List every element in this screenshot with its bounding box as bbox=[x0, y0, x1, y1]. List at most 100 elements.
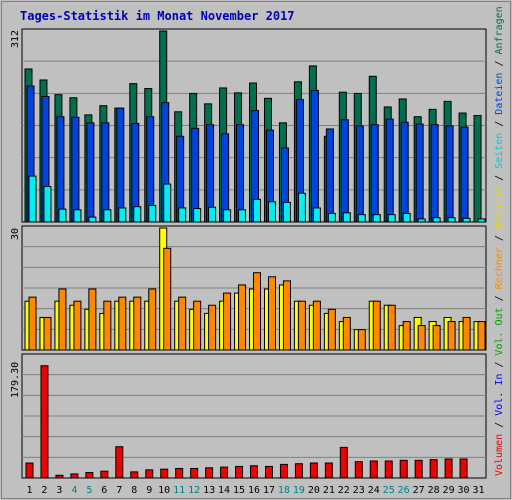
x-tick-label: 17 bbox=[263, 485, 275, 496]
bar-volumen bbox=[100, 470, 109, 479]
x-tick-label: 6 bbox=[101, 485, 107, 496]
legend-volumen: Volumen bbox=[494, 434, 505, 476]
x-tick-label: 31 bbox=[472, 485, 484, 496]
x-tick-label: 9 bbox=[146, 485, 152, 496]
bar-rechner bbox=[133, 296, 142, 351]
bar-rechner bbox=[417, 325, 426, 351]
bar-dateien bbox=[370, 124, 379, 223]
bar-seiten bbox=[312, 207, 321, 223]
x-tick-label: 16 bbox=[248, 485, 260, 496]
bar-rechner bbox=[282, 280, 291, 351]
bar-rechner bbox=[432, 325, 441, 351]
legend-besuche: Besuche bbox=[494, 187, 505, 229]
legend-sep: / bbox=[494, 54, 505, 72]
legend-seiten: Seiten bbox=[494, 133, 505, 169]
bar-seiten bbox=[402, 212, 411, 223]
bar-rechner bbox=[223, 292, 232, 351]
bar-volumen bbox=[294, 463, 303, 479]
bar-volumen bbox=[40, 365, 49, 479]
x-tick-label: 12 bbox=[188, 485, 200, 496]
bar-rechner bbox=[372, 300, 381, 351]
bar-seiten bbox=[88, 216, 97, 223]
bar-seiten bbox=[148, 204, 157, 223]
bar-seiten bbox=[327, 212, 336, 223]
bar-seiten bbox=[357, 214, 366, 223]
bar-rechner bbox=[88, 288, 97, 351]
bar-dateien bbox=[325, 128, 334, 223]
bar-dateien bbox=[340, 119, 349, 223]
bar-volumen bbox=[130, 471, 139, 479]
bar-seiten bbox=[118, 207, 127, 223]
bar-volumen bbox=[384, 460, 393, 479]
bar-volumen bbox=[175, 467, 184, 479]
x-tick-label: 20 bbox=[308, 485, 320, 496]
bar-volumen bbox=[190, 467, 199, 479]
legend-vol-in: Vol. In bbox=[494, 374, 505, 416]
bar-dateien bbox=[116, 107, 125, 223]
bar-dateien bbox=[415, 123, 424, 223]
bar-volumen bbox=[429, 459, 438, 479]
bar-rechner bbox=[118, 296, 127, 351]
x-tick-label: 2 bbox=[41, 485, 47, 496]
bar-seiten bbox=[73, 209, 82, 223]
legend-sep: / bbox=[494, 289, 505, 307]
x-tick-label: 13 bbox=[203, 485, 215, 496]
legend-dateien: Dateien bbox=[494, 73, 505, 115]
x-tick-label: 27 bbox=[413, 485, 425, 496]
bar-rechner bbox=[402, 321, 411, 351]
bar-seiten bbox=[28, 175, 37, 223]
bar-rechner bbox=[43, 316, 52, 351]
bar-rechner bbox=[462, 316, 471, 351]
y-max-label-panel1: 312 bbox=[10, 30, 21, 48]
bar-rechner bbox=[103, 300, 112, 351]
bar-seiten bbox=[43, 185, 52, 223]
legend-sep: / bbox=[494, 416, 505, 434]
bar-rechner bbox=[58, 288, 67, 351]
bar-seiten bbox=[267, 201, 276, 223]
bar-rechner bbox=[253, 272, 262, 351]
legend-vol-out: Vol. Out bbox=[494, 307, 505, 355]
bar-volumen bbox=[279, 463, 288, 479]
bar-rechner bbox=[342, 316, 351, 351]
bar-seiten bbox=[447, 217, 456, 223]
bar-rechner bbox=[387, 304, 396, 351]
bar-dateien bbox=[310, 89, 319, 223]
chart-title: Tages-Statistik im Monat November 2017 bbox=[20, 9, 295, 23]
bar-rechner bbox=[297, 300, 306, 351]
x-tick-label: 22 bbox=[338, 485, 350, 496]
bar-seiten bbox=[297, 192, 306, 223]
bar-volumen bbox=[220, 466, 229, 479]
panel-volume bbox=[21, 353, 487, 479]
bar-rechner bbox=[267, 276, 276, 351]
bar-seiten bbox=[342, 212, 351, 223]
bar-rechner bbox=[327, 308, 336, 351]
bar-dateien bbox=[86, 122, 95, 223]
bar-dateien bbox=[385, 118, 394, 223]
bar-volumen bbox=[444, 458, 453, 479]
bar-seiten bbox=[462, 217, 471, 223]
x-tick-label: 1 bbox=[26, 485, 32, 496]
bar-volumen bbox=[414, 459, 423, 479]
bar-rechner bbox=[28, 296, 37, 351]
bar-seiten bbox=[238, 209, 247, 223]
bar-dateien bbox=[355, 125, 364, 223]
bar-seiten bbox=[208, 206, 217, 223]
y-max-label-panel2: 30 bbox=[10, 228, 21, 240]
y-max-label-panel3: 179.30 bbox=[10, 362, 21, 398]
x-tick-label: 26 bbox=[398, 485, 410, 496]
x-tick-label: 25 bbox=[383, 485, 395, 496]
bar-volumen bbox=[205, 467, 214, 479]
x-tick-label: 3 bbox=[56, 485, 62, 496]
bar-volumen bbox=[70, 473, 79, 479]
panel-requests-files-pages bbox=[21, 28, 487, 223]
x-tick-label: 23 bbox=[353, 485, 365, 496]
bar-seiten bbox=[477, 218, 486, 223]
bar-rechner bbox=[357, 329, 366, 351]
bar-volumen bbox=[459, 458, 468, 479]
bar-seiten bbox=[372, 214, 381, 223]
legend-sep: / bbox=[494, 356, 505, 374]
bar-dateien bbox=[460, 126, 469, 223]
panel-visits-hosts bbox=[21, 225, 487, 351]
x-tick-label: 8 bbox=[131, 485, 137, 496]
